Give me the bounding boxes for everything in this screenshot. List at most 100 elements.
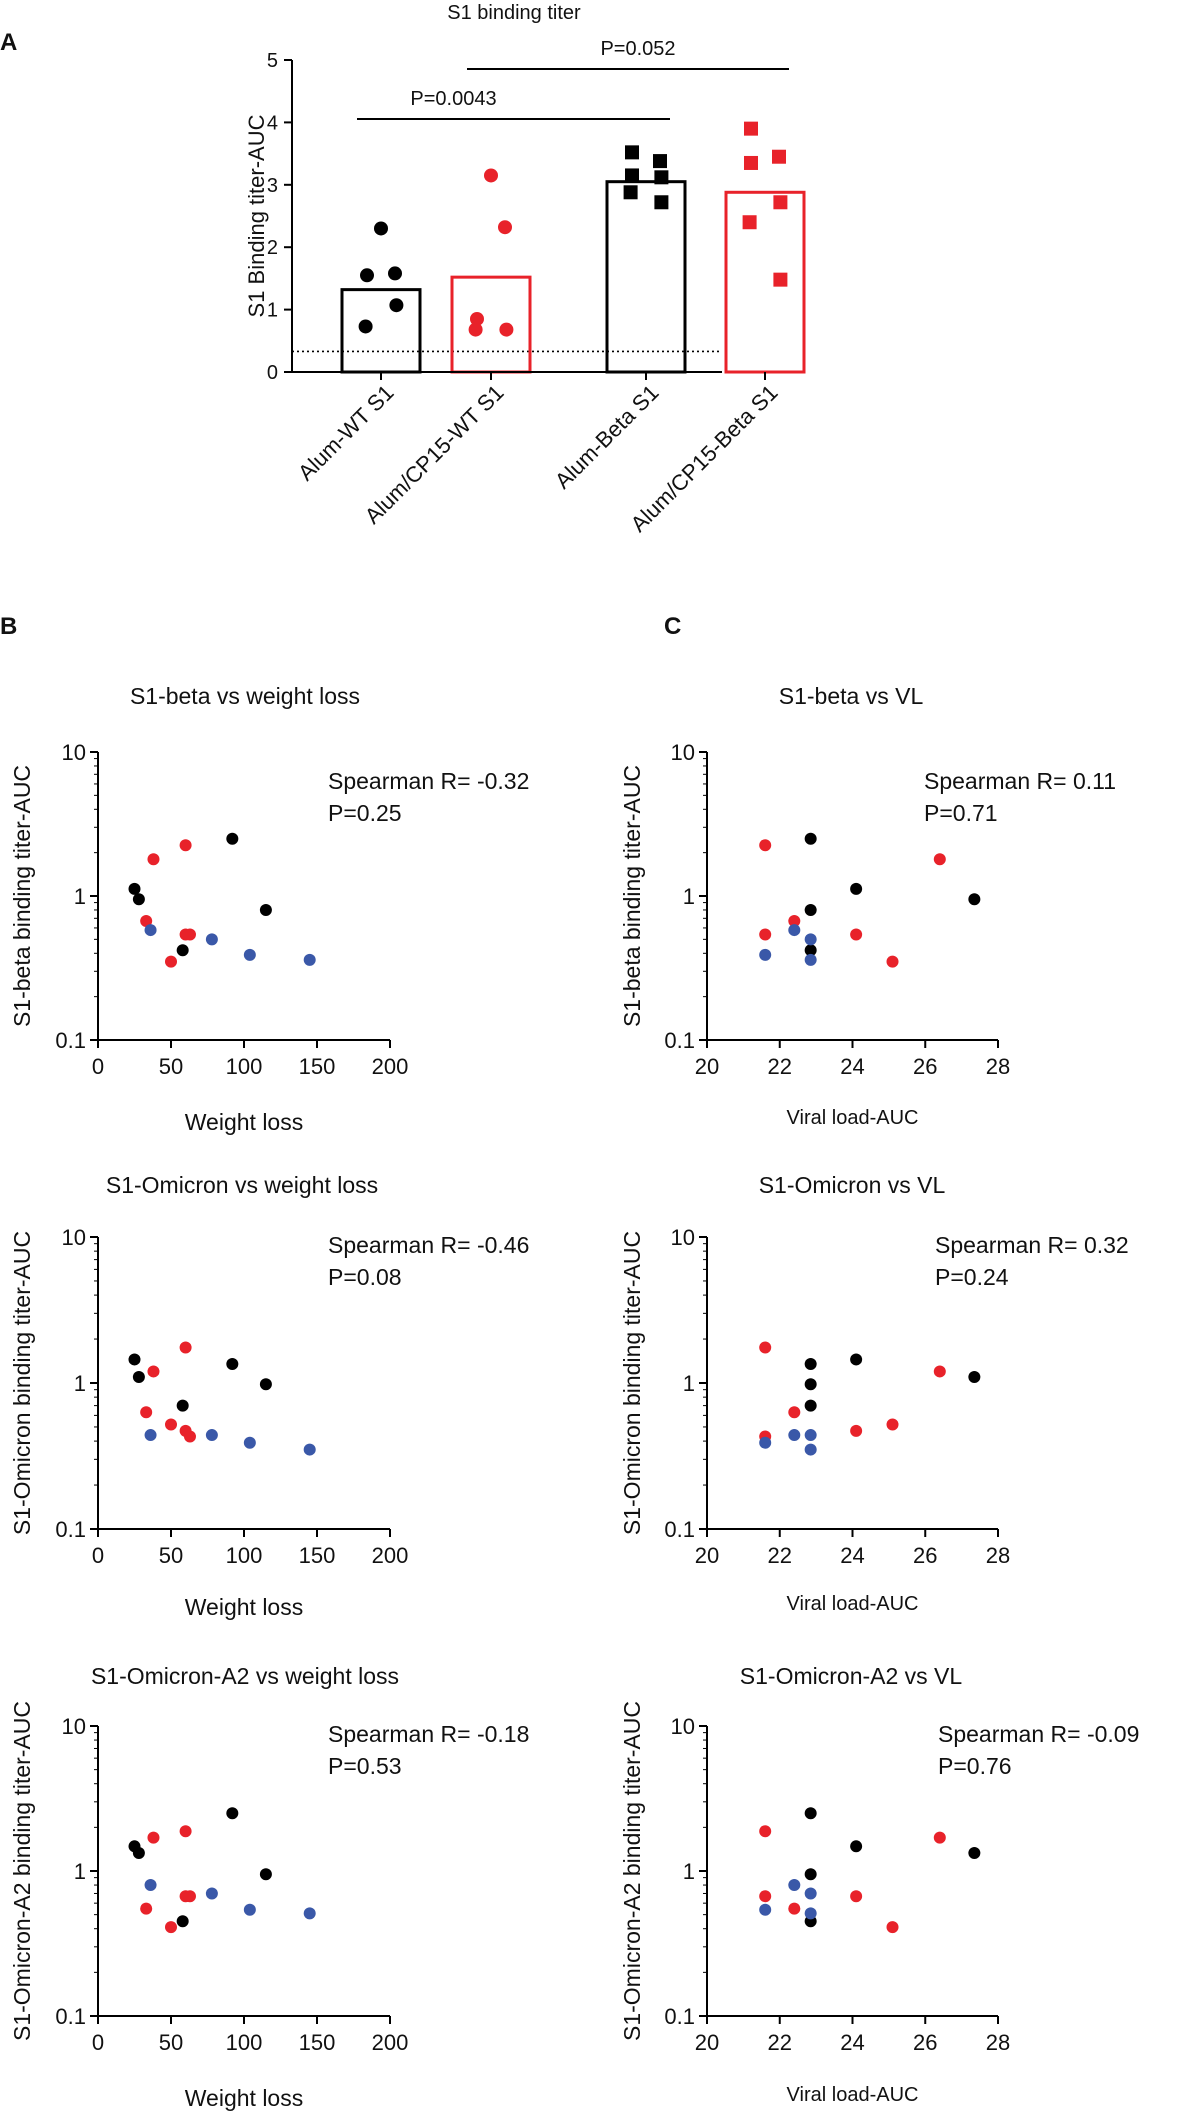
x-tick-label: 24	[840, 2030, 864, 2055]
significance-label: P=0.052	[600, 38, 675, 60]
scatter-point	[804, 933, 817, 946]
scatter-panel-b1: S1-beta vs weight loss Spearman R= -0.32 P…	[9, 683, 529, 1135]
p-value-label: P=0.08	[328, 1264, 402, 1290]
significance-label: P=0.0043	[410, 88, 496, 110]
spearman-label: Spearman R= -0.46	[328, 1232, 529, 1258]
scatter-point	[788, 1406, 801, 1419]
x-tick-label: 22	[768, 1543, 792, 1568]
scatter-point	[804, 944, 817, 957]
scatter-point	[144, 1879, 157, 1892]
spearman-label: Spearman R= -0.09	[938, 1721, 1139, 1747]
bar-3-point	[625, 168, 639, 183]
x-tick-label: 26	[913, 1054, 937, 1079]
bar-4-point	[742, 215, 757, 230]
scatter-title: S1-Omicron vs VL	[759, 1172, 946, 1198]
x-tick-label: 20	[695, 1543, 719, 1568]
bar-4-point	[772, 149, 786, 164]
scatter-panel-c2: S1-Omicron vs VL Spearman R= 0.32 P=0.24 0.…	[619, 1172, 1129, 1615]
scatter-point	[179, 839, 192, 852]
scatter-point	[144, 1429, 157, 1442]
scatter-point	[788, 1429, 801, 1442]
scatter-point	[850, 1353, 863, 1366]
y-tick-label: 1	[683, 884, 695, 909]
scatter-point	[804, 1887, 817, 1900]
scatter-point	[205, 933, 218, 946]
scatter-point	[176, 1915, 189, 1928]
y-axis-label: S1-beta binding titer-AUC	[619, 765, 645, 1027]
scatter-point	[968, 1847, 981, 1860]
scatter-point	[128, 882, 141, 895]
bar-2-point	[468, 322, 483, 337]
scatter-point	[259, 903, 272, 916]
y-axis-label: S1-Omicron binding titer-AUC	[619, 1231, 645, 1535]
scatter-point	[140, 915, 153, 928]
x-tick-label: 24	[840, 1054, 864, 1079]
scatter-point	[183, 1890, 196, 1903]
x-axis-label: Viral load-AUC	[787, 1107, 919, 1129]
bar-3-point	[623, 185, 638, 200]
bar-4-point	[744, 121, 758, 136]
scatter-point	[759, 1436, 772, 1449]
scatter-title: S1-Omicron-A2 vs weight loss	[91, 1663, 399, 1689]
scatter-point	[804, 903, 817, 916]
scatter-point	[165, 955, 177, 968]
scatter-panel-b2: S1-Omicron vs weight loss Spearman R= -0.…	[9, 1172, 529, 1620]
panel-label-a: A	[0, 29, 17, 56]
x-tick-label: 100	[226, 1543, 263, 1568]
bar-3-point	[653, 154, 667, 169]
chart-a-ylabel: S1 Binding titer-AUC	[244, 114, 269, 317]
scatter-point	[226, 1357, 239, 1370]
p-value-label: P=0.24	[935, 1264, 1009, 1290]
y-tick-label: 10	[62, 1714, 86, 1739]
x-tick-label: 28	[986, 2030, 1010, 2055]
x-tick-label: 0	[92, 1543, 104, 1568]
spearman-label: Spearman R= -0.18	[328, 1721, 529, 1747]
spearman-label: Spearman R= 0.32	[935, 1232, 1129, 1258]
scatter-point	[933, 1365, 946, 1378]
scatter-point	[759, 1890, 772, 1903]
bar-4-point	[773, 195, 788, 210]
y-tick-label: 4	[267, 112, 278, 134]
bar-4-point	[744, 155, 758, 170]
scatter-point	[759, 1341, 772, 1354]
bar-1	[340, 288, 422, 374]
scatter-point	[804, 953, 817, 966]
y-tick-label: 0.1	[664, 2004, 695, 2029]
scatter-point	[850, 1840, 863, 1853]
x-axis-label: Weight loss	[185, 1109, 303, 1135]
scatter-point	[759, 839, 772, 852]
x-tick-label: 20	[695, 1054, 719, 1079]
scatter-point	[226, 1807, 239, 1820]
x-tick-label: 50	[159, 1054, 183, 1079]
scatter-point	[147, 1831, 160, 1844]
y-tick-label: 10	[62, 1225, 86, 1250]
bar-2-point	[498, 220, 512, 235]
scatter-point	[303, 1907, 316, 1920]
scatter-point	[886, 1921, 899, 1934]
scatter-title: S1-Omicron-A2 vs VL	[740, 1663, 963, 1689]
x-axis-label: Weight loss	[185, 1594, 303, 1620]
scatter-point	[140, 1406, 153, 1419]
y-tick-label: 3	[267, 175, 278, 197]
x-tick-label: 50	[159, 2030, 183, 2055]
y-tick-label: 2	[267, 237, 278, 259]
scatter-point	[132, 893, 145, 906]
scatter-point	[933, 853, 946, 866]
y-tick-label: 1	[74, 884, 86, 909]
bar-3	[605, 180, 687, 374]
x-tick-label: 200	[372, 2030, 409, 2055]
scatter-point	[850, 928, 863, 941]
y-tick-label: 0.1	[664, 1028, 695, 1053]
bar-1-point	[374, 221, 388, 236]
scatter-panel-b3: S1-Omicron-A2 vs weight loss Spearman R= …	[9, 1663, 529, 2111]
scatter-point	[205, 1887, 218, 1900]
p-value-label: P=0.53	[328, 1753, 402, 1779]
scatter-point	[788, 915, 801, 928]
scatter-point	[144, 924, 157, 937]
y-tick-label: 1	[267, 300, 278, 322]
category-label: Alum-Beta S1	[550, 380, 664, 494]
scatter-point	[165, 1418, 177, 1431]
scatter-point	[804, 1399, 817, 1412]
y-tick-label: 1	[74, 1371, 86, 1396]
